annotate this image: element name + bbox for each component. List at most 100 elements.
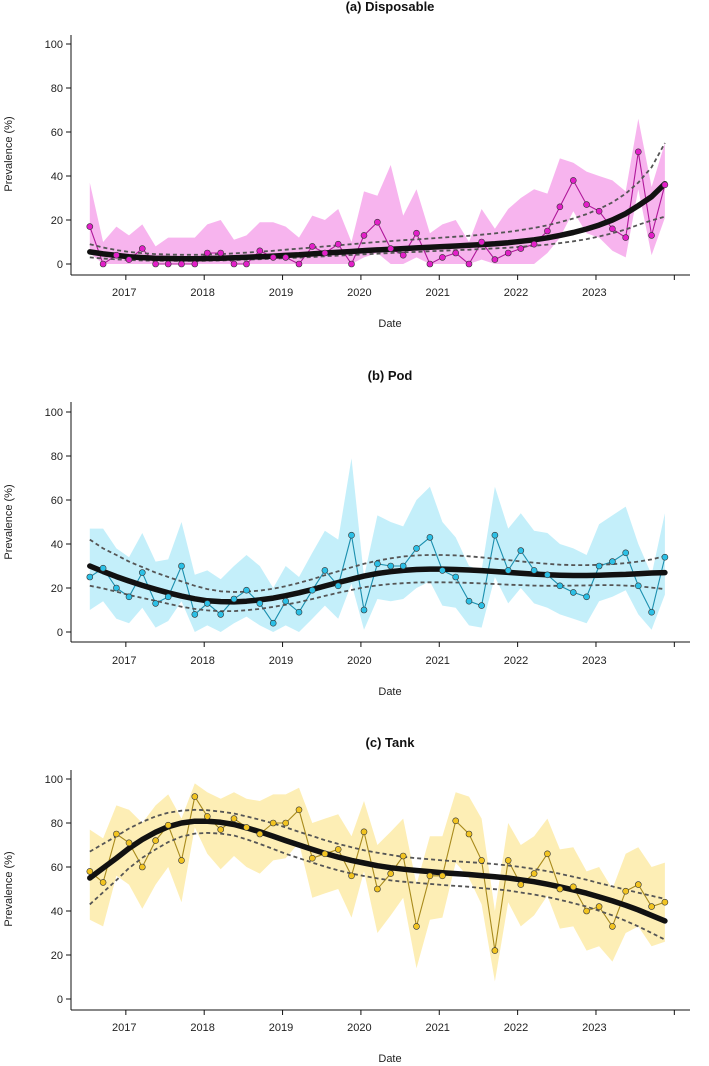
y-tick-label: 0 — [57, 259, 63, 271]
data-point — [556, 203, 564, 211]
data-point — [648, 608, 655, 616]
x-tick-label: 2020 — [347, 287, 371, 299]
y-tick-label: 60 — [51, 127, 63, 139]
data-point — [609, 225, 616, 233]
x-tick-label: 2022 — [504, 287, 528, 299]
data-point — [334, 582, 342, 590]
y-tick-label: 60 — [51, 862, 63, 874]
data-point — [569, 883, 577, 891]
data-point — [544, 571, 551, 579]
data-point — [569, 177, 577, 184]
data-point — [139, 863, 146, 871]
x-tick-label: 2023 — [582, 655, 606, 667]
data-point — [334, 846, 342, 853]
x-tick-label: 2022 — [504, 655, 528, 667]
data-point — [99, 564, 107, 572]
data-point — [269, 819, 277, 827]
data-point — [399, 852, 407, 860]
data-point — [321, 567, 329, 574]
data-point — [648, 903, 655, 910]
x-tick-label: 2018 — [190, 1022, 214, 1034]
y-tick-label: 60 — [51, 495, 63, 507]
y-tick-label: 0 — [57, 994, 63, 1006]
x-tick-label: 2019 — [269, 1022, 293, 1034]
y-tick-label: 20 — [51, 215, 63, 227]
data-point — [282, 819, 290, 827]
data-point — [360, 828, 368, 836]
data-point — [164, 260, 172, 268]
data-point — [622, 234, 630, 241]
data-point — [113, 251, 120, 259]
data-point — [530, 567, 538, 574]
data-point — [191, 611, 199, 618]
trend-lower-dashed-line — [89, 581, 666, 612]
y-tick-label: 80 — [51, 83, 63, 95]
data-point — [217, 611, 224, 618]
x-axis-label: Date — [378, 318, 401, 330]
y-tick-label: 100 — [45, 774, 63, 786]
data-point — [491, 531, 499, 539]
data-point — [152, 837, 159, 844]
chart-title: (c) Tank — [366, 735, 416, 750]
data-point — [86, 573, 94, 581]
y-tick-label: 40 — [51, 171, 63, 183]
x-tick-label: 2018 — [190, 287, 214, 299]
data-point — [334, 240, 342, 248]
data-point — [269, 619, 277, 627]
data-point — [439, 254, 446, 261]
x-tick-label: 2023 — [582, 1022, 606, 1034]
data-point — [399, 251, 407, 259]
data-point — [465, 597, 473, 605]
data-point — [387, 245, 395, 252]
data-point — [178, 260, 185, 268]
data-point — [426, 872, 434, 880]
data-point — [609, 923, 616, 930]
trend-upper-dashed-line — [89, 808, 666, 900]
data-point — [374, 885, 381, 893]
data-point — [217, 826, 224, 833]
x-tick-label: 2020 — [347, 1022, 371, 1034]
data-point — [295, 260, 303, 268]
confidence-band — [89, 783, 665, 982]
data-point — [517, 881, 525, 888]
data-point — [465, 830, 473, 838]
x-tick-label: 2020 — [347, 655, 371, 667]
chart-title: (a) Disposable — [346, 0, 435, 14]
data-point — [243, 824, 250, 831]
x-axis-label: Date — [378, 686, 401, 698]
data-point — [491, 256, 499, 263]
data-point — [452, 573, 460, 581]
trend-line — [87, 563, 668, 605]
data-point — [595, 207, 603, 215]
data-point — [308, 854, 316, 862]
data-point — [439, 567, 446, 574]
data-point — [387, 562, 395, 570]
data-point — [164, 593, 172, 601]
x-tick-label: 2017 — [112, 1022, 136, 1034]
data-point — [321, 850, 329, 858]
data-point — [556, 582, 564, 590]
data-point — [113, 584, 120, 592]
data-point — [86, 868, 94, 875]
data-point — [243, 260, 250, 268]
data-point — [217, 249, 224, 257]
y-tick-label: 100 — [45, 39, 63, 51]
data-point — [204, 249, 211, 257]
data-point — [569, 589, 577, 596]
data-point — [125, 256, 133, 263]
data-point — [609, 558, 616, 565]
data-point — [282, 254, 290, 261]
data-point — [99, 879, 107, 886]
data-point — [413, 545, 420, 552]
data-point — [530, 870, 538, 877]
data-point — [452, 817, 460, 825]
data-point — [125, 839, 133, 847]
data-point — [634, 582, 642, 590]
data-point — [282, 597, 290, 605]
data-point — [178, 562, 185, 570]
data-point — [164, 821, 172, 829]
y-tick-label: 80 — [51, 451, 63, 463]
data-point — [661, 553, 669, 561]
data-point — [256, 247, 264, 255]
